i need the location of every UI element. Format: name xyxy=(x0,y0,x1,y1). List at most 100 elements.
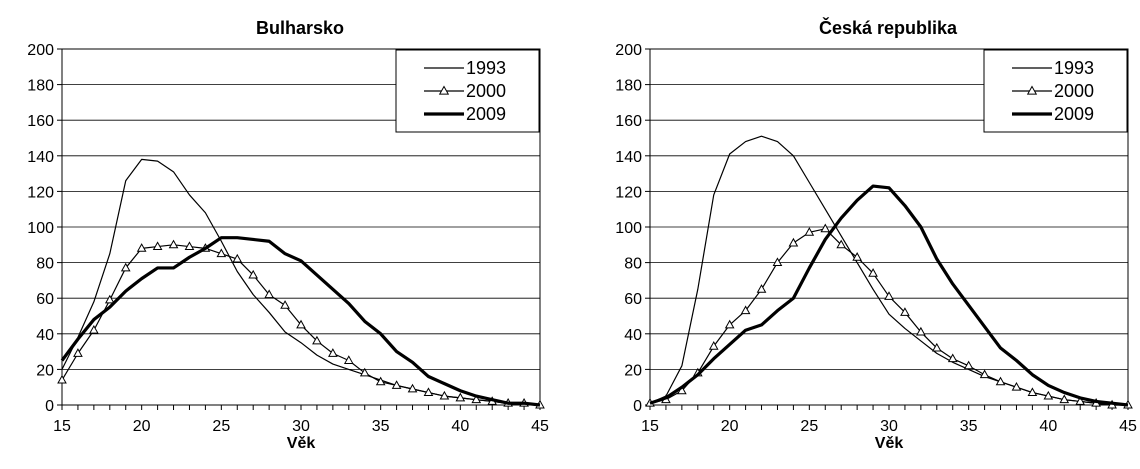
data-point-2000 xyxy=(788,237,799,247)
data-point-2000 xyxy=(168,239,179,249)
y-tick-label: 100 xyxy=(27,220,54,237)
data-point-2000 xyxy=(407,383,418,393)
y-tick-label: 80 xyxy=(36,256,54,273)
chart-ceska-republika: Česká republika 0 20 40 60 80 100 120 140 160 180 2… xyxy=(615,17,1137,452)
legend-label: 2009 xyxy=(466,104,506,124)
legend-label: 1993 xyxy=(466,58,506,78)
data-point-2000 xyxy=(1043,390,1054,400)
data-point-2000 xyxy=(73,348,83,357)
data-point-2000 xyxy=(740,305,751,315)
data-point-2000 xyxy=(900,307,910,316)
data-point-2000 xyxy=(772,257,783,267)
data-point-2000 xyxy=(280,300,290,309)
y-tick-label: 40 xyxy=(624,327,642,344)
x-tick-label: 35 xyxy=(960,418,978,435)
legend-box xyxy=(983,49,1128,133)
y-tick-label: 200 xyxy=(615,42,642,59)
y-tick-label: 40 xyxy=(36,327,54,344)
data-point-2000 xyxy=(296,319,306,329)
x-tick-label: 20 xyxy=(133,418,151,435)
data-point-2000 xyxy=(152,241,163,251)
y-tick-label: 120 xyxy=(615,184,642,201)
legend-label: 2009 xyxy=(1054,104,1094,124)
y-tick-label: 160 xyxy=(27,113,54,130)
legend-label: 2000 xyxy=(466,81,506,101)
y-tick-label: 100 xyxy=(615,220,642,237)
data-point-2000 xyxy=(1075,396,1086,405)
data-point-2000 xyxy=(375,376,386,386)
y-tick-label: 0 xyxy=(633,398,642,415)
x-tick-label: 45 xyxy=(1119,418,1137,435)
data-point-2000 xyxy=(884,291,894,300)
data-point-2000 xyxy=(947,353,958,363)
legend-label: 2000 xyxy=(1054,81,1094,101)
data-point-2000 xyxy=(804,227,815,236)
data-point-2000 xyxy=(1027,387,1038,396)
data-point-2000 xyxy=(995,376,1006,386)
x-tick-label: 15 xyxy=(53,418,71,435)
series-line-2009 xyxy=(649,184,1129,407)
data-point-2000 xyxy=(979,369,990,379)
data-point-2000 xyxy=(963,360,974,370)
data-point-2000 xyxy=(264,289,274,299)
data-point-2000 xyxy=(359,367,370,377)
data-point-2000 xyxy=(104,294,115,304)
data-point-2000 xyxy=(820,223,831,233)
y-tick-label: 60 xyxy=(36,291,54,308)
x-tick-label: 25 xyxy=(212,418,230,435)
legend-box xyxy=(395,49,540,133)
x-tick-label: 15 xyxy=(641,418,659,435)
x-axis-label: Věk xyxy=(875,435,904,452)
x-tick-label: 35 xyxy=(372,418,390,435)
chart-title: Bulharsko xyxy=(256,18,344,38)
data-point-2000 xyxy=(836,239,847,249)
data-point-2000 xyxy=(1059,394,1070,404)
y-tick-label: 140 xyxy=(27,149,54,166)
data-point-2000 xyxy=(120,262,131,272)
x-tick-label: 40 xyxy=(451,418,469,435)
data-point-2000 xyxy=(343,355,354,364)
data-point-2000 xyxy=(708,341,719,350)
data-point-2000 xyxy=(455,392,466,402)
data-point-2000 xyxy=(232,253,243,263)
legend-marker xyxy=(1026,85,1038,95)
data-point-2000 xyxy=(391,380,402,389)
data-point-2000 xyxy=(852,252,862,261)
y-tick-label: 120 xyxy=(27,184,54,201)
data-point-2000 xyxy=(916,326,926,336)
x-tick-label: 30 xyxy=(880,418,898,435)
data-point-2000 xyxy=(136,243,147,252)
data-point-2000 xyxy=(724,319,735,329)
y-tick-label: 160 xyxy=(615,113,642,130)
data-point-2000 xyxy=(868,268,878,277)
legend-label: 1993 xyxy=(1054,58,1094,78)
data-point-2000 xyxy=(216,248,227,258)
series-line-1993 xyxy=(61,158,541,406)
x-tick-label: 45 xyxy=(531,418,549,435)
y-tick-label: 20 xyxy=(36,362,54,379)
y-tick-label: 20 xyxy=(624,362,642,379)
x-tick-label: 25 xyxy=(800,418,818,435)
y-tick-label: 60 xyxy=(624,291,642,308)
x-tick-label: 20 xyxy=(721,418,739,435)
series-line-2009 xyxy=(60,236,541,407)
chart-title: Česká republika xyxy=(819,17,958,38)
y-tick-label: 80 xyxy=(624,256,642,273)
x-tick-label: 30 xyxy=(292,418,310,435)
data-point-2000 xyxy=(57,374,67,384)
x-axis-label: Věk xyxy=(287,435,316,452)
data-point-2000 xyxy=(756,284,767,293)
series-line-1993 xyxy=(649,135,1128,406)
y-tick-label: 140 xyxy=(615,149,642,166)
x-tick-label: 40 xyxy=(1039,418,1057,435)
y-tick-label: 0 xyxy=(45,398,54,415)
y-tick-label: 200 xyxy=(27,42,54,59)
data-point-2000 xyxy=(89,325,99,334)
data-point-2000 xyxy=(328,348,338,357)
data-point-2000 xyxy=(439,390,450,400)
data-point-2000 xyxy=(423,387,434,396)
chart-bulharsko: Bulharsko 0 20 40 60 80 100 120 140 160 180 200 15 20… xyxy=(27,18,549,452)
legend-marker xyxy=(438,85,450,95)
data-point-2000 xyxy=(184,241,195,251)
